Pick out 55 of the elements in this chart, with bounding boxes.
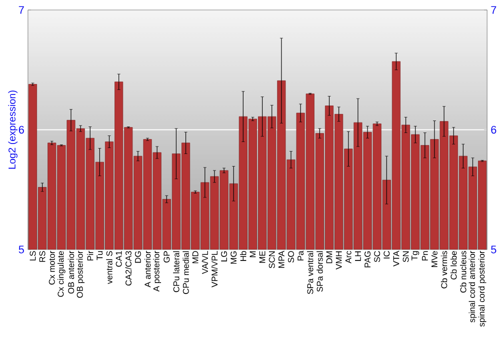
x-tick-label: spinal cord anterior — [468, 250, 477, 322]
x-tick-label: CPu medial — [182, 251, 189, 294]
x-tick-label: VTA — [393, 250, 400, 266]
x-tick-label: RS — [39, 250, 46, 262]
x-tick-label: PAG — [364, 251, 371, 268]
x-tick-label: VMH — [336, 251, 342, 270]
x-tick-label: SCN — [268, 251, 275, 268]
x-tick-label: GP — [164, 250, 170, 262]
x-tick-label: DM — [326, 251, 332, 264]
y-axis-title: Log2 (expression) — [8, 90, 18, 169]
x-tick-label: ME — [259, 250, 266, 263]
x-tick-label: Cb nucleus — [460, 250, 466, 292]
x-tick-label: Cx cingulate — [57, 250, 66, 297]
x-tick-label: DG — [134, 251, 141, 263]
x-tick-label: SC — [374, 250, 380, 262]
x-tick-label: spinal cord posterior — [478, 250, 486, 326]
x-tick-label: Cx motor — [48, 250, 55, 284]
x-tick-label: LS — [30, 250, 36, 260]
x-tick-label: Arc — [345, 250, 352, 264]
x-tick-label: Hb — [240, 250, 246, 261]
y-tick-label: 7 — [18, 6, 24, 14]
x-tick-label: Pa — [298, 250, 304, 260]
x-tick-label: CA1 — [116, 250, 122, 267]
x-tick-label: CPu lateral — [173, 251, 180, 292]
x-tick-label: SPa ventral — [307, 251, 314, 294]
x-tick-label: LG — [221, 251, 228, 262]
x-tick-label: M — [250, 251, 256, 257]
x-tick-label: CA2/CA3 — [125, 250, 132, 286]
x-tick-label: ventral S — [106, 250, 112, 284]
x-tick-label: Tu — [96, 251, 103, 260]
x-tick-label: OB anterior — [68, 250, 74, 294]
y2-tick-label: 5 — [491, 246, 496, 254]
x-tick-label: A anterior — [144, 250, 151, 288]
y2-tick-label: 6 — [491, 126, 496, 134]
x-tick-label: LH — [355, 251, 361, 261]
x-tick-label: SO — [288, 250, 294, 262]
x-tick-label: Pn — [422, 251, 428, 260]
x-tick-label: Tg — [412, 251, 420, 260]
x-tick-label: SN — [402, 251, 409, 262]
x-tick-label: MD — [192, 250, 198, 264]
x-tick-label: A posterior — [153, 250, 162, 292]
y-tick-label: 6 — [18, 126, 24, 134]
x-tick-label: VA/VL — [202, 250, 208, 274]
x-tick-label: MG — [230, 251, 237, 264]
x-tick-label: MVe — [432, 250, 438, 267]
x-tick-label: SPa dorsal — [316, 251, 323, 292]
x-tick-label: Pir — [87, 250, 94, 260]
x-tick-label: OB posterior — [76, 250, 84, 298]
x-tick-label: IC — [384, 250, 390, 258]
x-tick-label: Cb vermis — [440, 250, 448, 288]
y2-tick-label: 7 — [491, 6, 496, 14]
x-tick-label: VPM/VPL — [211, 250, 218, 288]
x-tick-label: MPA — [278, 250, 284, 268]
y-tick-label: 5 — [18, 246, 24, 254]
x-tick-label: Cb lobe — [450, 250, 457, 280]
